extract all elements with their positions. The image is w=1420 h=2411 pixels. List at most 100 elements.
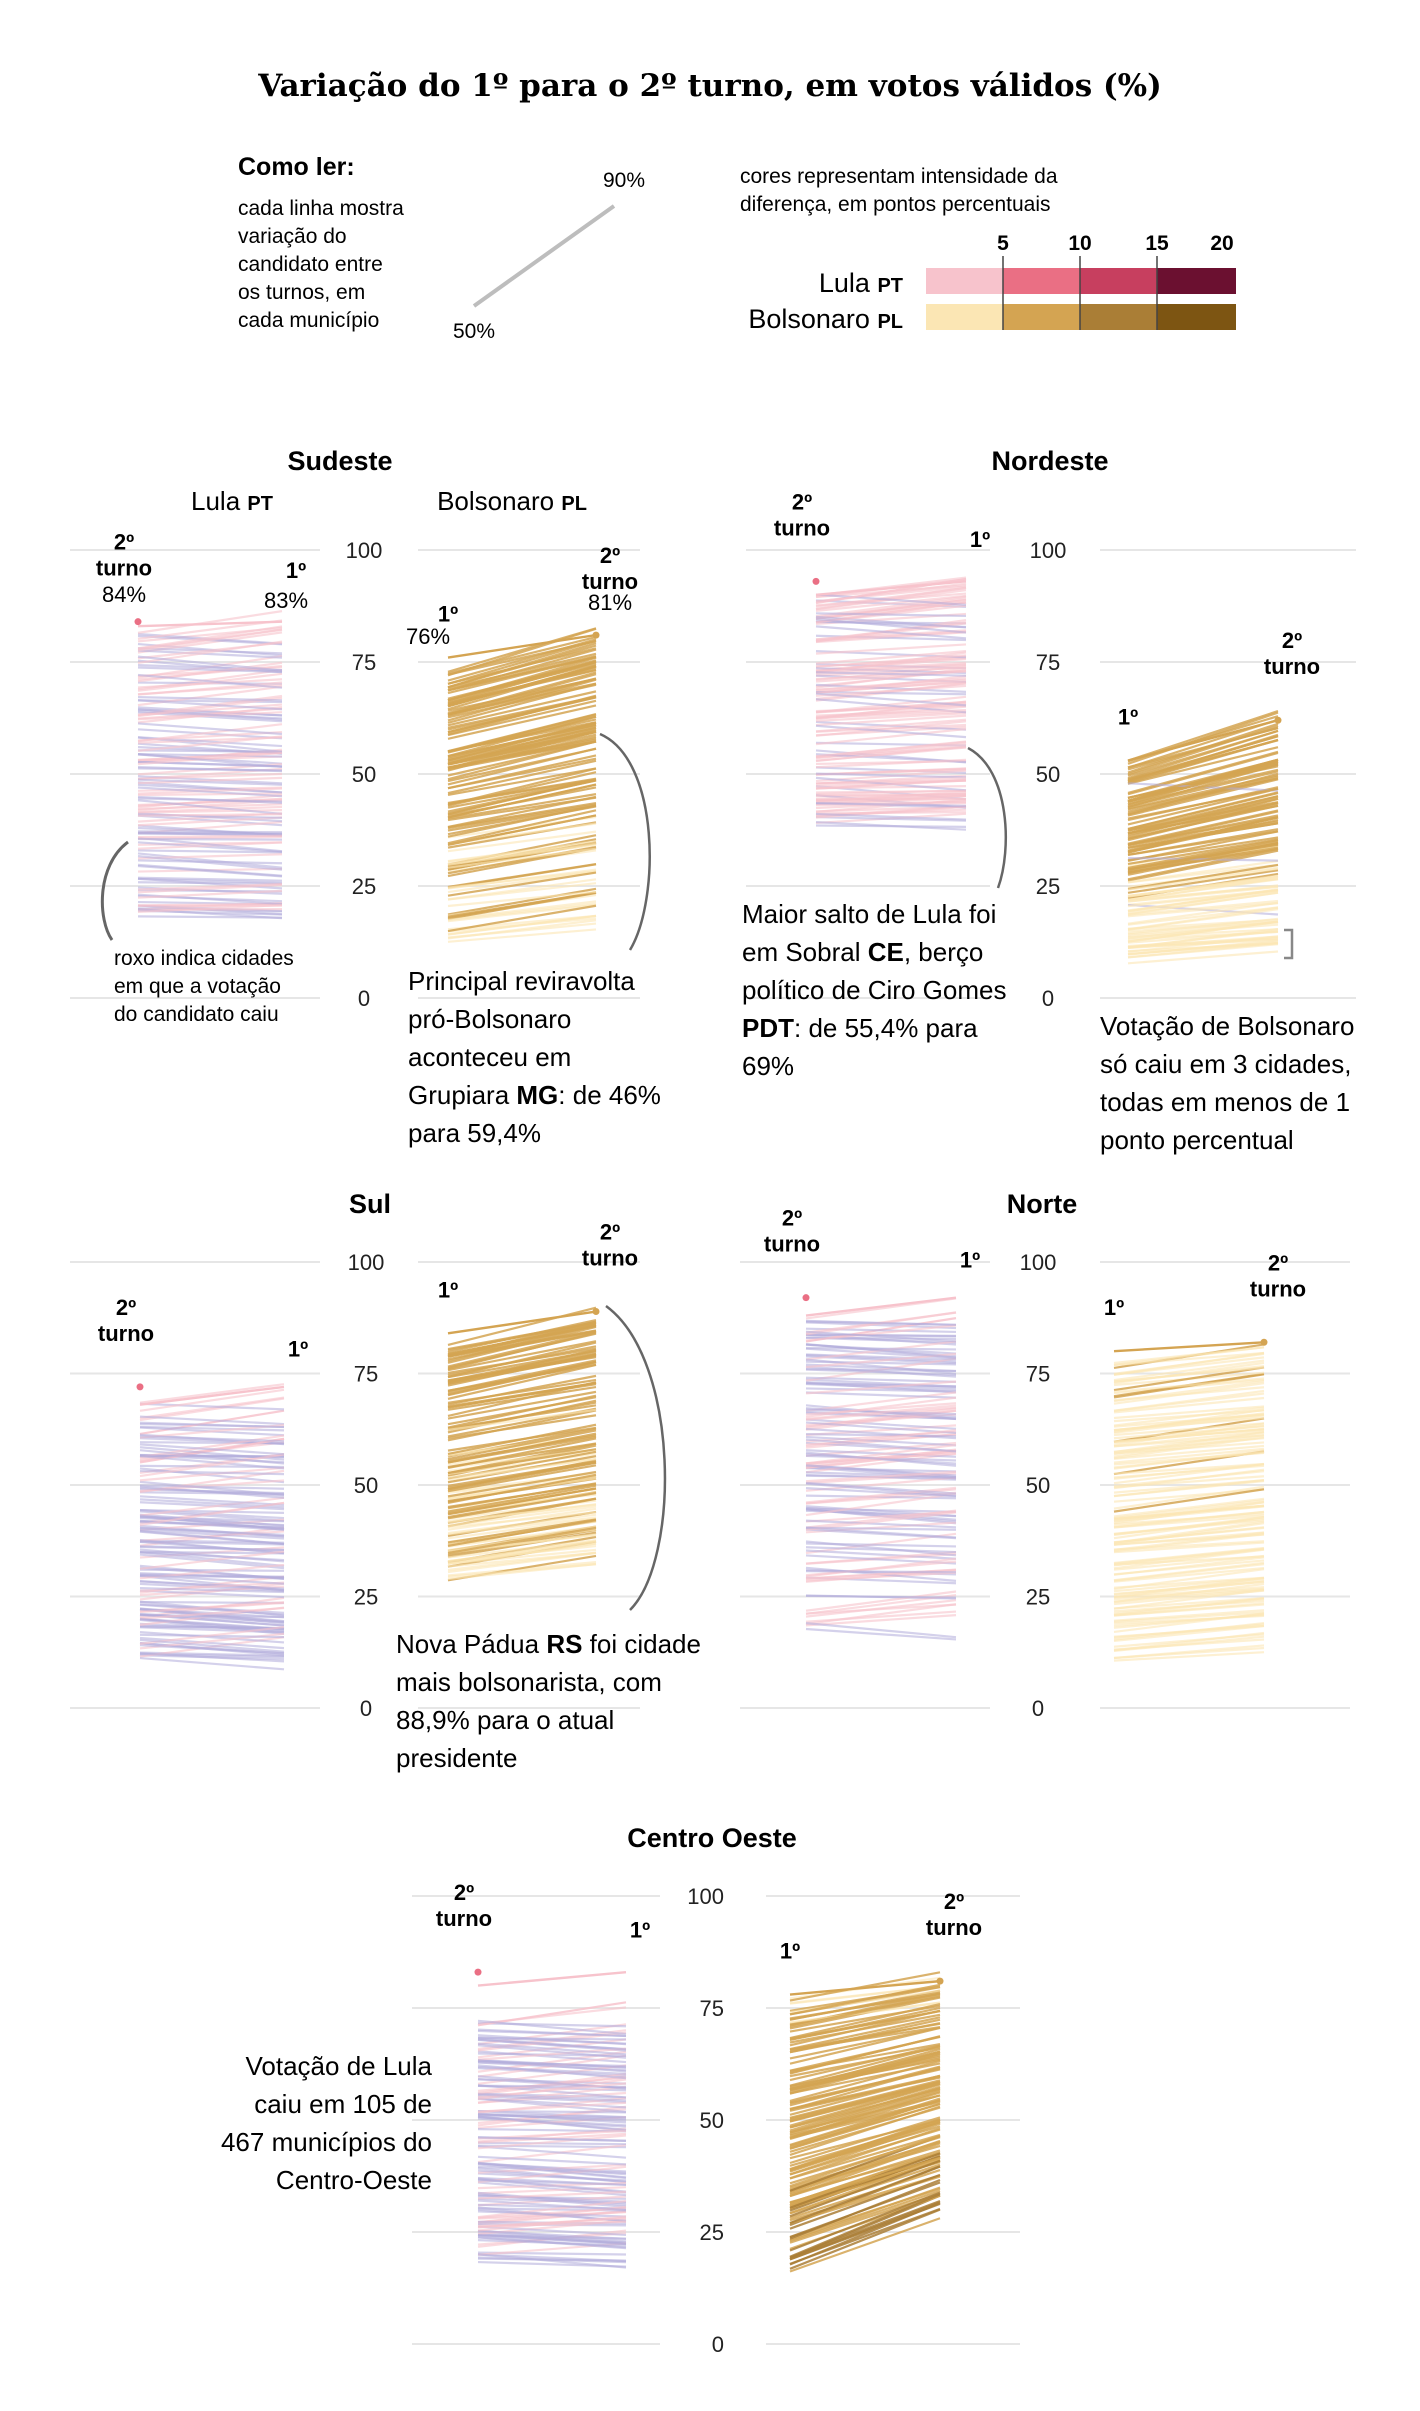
lula-turn2-label: turno: [96, 556, 152, 581]
bolsonaro-municipality-line: [1127, 856, 1279, 862]
bolsonaro-municipality-line: [447, 715, 597, 754]
lula-max-line: [139, 1385, 285, 1406]
bolsonaro-municipality-line: [789, 2193, 941, 2258]
annotation-line: mais bolsonarista, com: [396, 1667, 662, 1697]
scale-tick-label: 20: [1210, 232, 1233, 255]
lula-municipality-line: [137, 767, 283, 772]
bolsonaro-municipality-line: [447, 891, 597, 920]
max-point: [136, 1383, 144, 1391]
lula-municipality-line: [139, 1396, 285, 1420]
y-tick-label: 75: [1026, 1362, 1050, 1387]
bolsonaro-municipality-line: [1127, 920, 1279, 936]
y-tick-label: 50: [1026, 1473, 1050, 1498]
lula-municipality-line: [477, 2161, 627, 2176]
bolsonaro-municipality-line: [1113, 1441, 1265, 1455]
lula-municipality-line: [139, 1388, 285, 1412]
color-legend-line: diferença, em pontos percentuais: [740, 193, 1051, 216]
bolsonaro-municipality-line: [447, 664, 597, 708]
lula-municipality-line: [805, 1402, 957, 1416]
lula-municipality-line: [139, 1551, 285, 1562]
bolsonaro-municipality-line: [1127, 709, 1279, 762]
bolsonaro-municipality-line: [789, 2173, 941, 2230]
lula-municipality-line: [805, 1391, 957, 1413]
region-title: Nordeste: [991, 446, 1108, 476]
bolsonaro-municipality-line: [1113, 1444, 1265, 1460]
bolsonaro-municipality-line: [789, 2159, 941, 2218]
bolsonaro-turn1-label: 1º: [438, 1277, 458, 1302]
bolsonaro-turn1-label: 1º: [1104, 1295, 1124, 1320]
lula-municipality-line: [805, 1353, 957, 1361]
y-tick-label: 0: [1042, 986, 1054, 1011]
bolsonaro-municipality-line: [447, 639, 597, 685]
lula-municipality-line: [137, 751, 283, 766]
lula-municipality-line: [815, 684, 967, 697]
lula-municipality-line: [815, 612, 967, 618]
bolsonaro-municipality-line: [789, 2133, 941, 2180]
bolsonaro-municipality-line: [789, 2191, 941, 2252]
lula-municipality-line: [805, 1472, 957, 1485]
lula-municipality-line: [137, 696, 283, 718]
bolsonaro-municipality-line: [1113, 1614, 1265, 1625]
bolsonaro-max-line: [447, 633, 597, 659]
bolsonaro-municipality-line: [1113, 1611, 1265, 1623]
bolsonaro-municipality-line: [447, 779, 597, 813]
bolsonaro-municipality-line: [789, 2018, 941, 2054]
lula-municipality-line: [815, 617, 967, 634]
lula-municipality-line: [815, 792, 967, 801]
annotation-line: político de Ciro Gomes: [742, 975, 1006, 1005]
lula-municipality-line: [477, 2037, 627, 2051]
bolsonaro-municipality-line: [1113, 1499, 1265, 1520]
lula-municipality-line: [815, 724, 967, 739]
bolsonaro-municipality-line: [789, 2119, 941, 2171]
lula-municipality-line: [815, 671, 967, 677]
bolsonaro-municipality-line: [789, 2151, 941, 2196]
bolsonaro-turn2-label: 2º: [600, 543, 620, 568]
bolsonaro-municipality-line: [447, 904, 597, 933]
lula-municipality-line: [477, 2064, 627, 2080]
bolsonaro-municipality-line: [447, 757, 597, 790]
lula-turn2-label: 2º: [116, 1295, 136, 1320]
lula-municipality-line: [815, 718, 967, 733]
region-title: Norte: [1007, 1189, 1078, 1219]
lula-municipality-line: [477, 2029, 627, 2038]
bolsonaro-municipality-line: [1127, 885, 1279, 903]
lula-municipality-line: [137, 772, 283, 780]
annotation-line: Principal reviravolta: [408, 966, 635, 996]
bolsonaro-municipality-line: [447, 1448, 597, 1475]
lula-municipality-line: [477, 2236, 627, 2249]
lula-municipality-line: [815, 745, 967, 763]
lula-scale-segment: [926, 268, 1003, 294]
bolsonaro-municipality-line: [789, 2102, 941, 2150]
bolsonaro-municipality-line: [789, 2079, 941, 2119]
bolsonaro-municipality-line: [1113, 1366, 1265, 1392]
bolsonaro-turn2-label: turno: [926, 1915, 982, 1940]
bolsonaro-municipality-line: [789, 2122, 941, 2176]
bolsonaro-municipality-line: [1113, 1346, 1265, 1365]
annotation-connector: [967, 746, 1007, 889]
lula-municipality-line: [139, 1654, 285, 1661]
bolsonaro-municipality-line: [447, 914, 597, 936]
lula-municipality-line: [137, 794, 283, 809]
lula-municipality-line: [815, 712, 967, 722]
bolsonaro-municipality-line: [789, 2046, 941, 2078]
bolsonaro-municipality-line: [1127, 849, 1279, 882]
bolsonaro-municipality-line: [447, 871, 597, 897]
annotation-line: pró-Bolsonaro: [408, 1004, 571, 1034]
bolsonaro-municipality-line: [447, 1542, 597, 1566]
bolsonaro-municipality-line: [447, 1340, 597, 1372]
bolsonaro-municipality-line: [789, 2081, 941, 2122]
lula-municipality-line: [137, 696, 283, 702]
bolsonaro-municipality-line: [789, 2062, 941, 2095]
bolsonaro-municipality-line: [789, 2116, 941, 2165]
bolsonaro-municipality-line: [447, 803, 597, 830]
lula-municipality-line: [815, 661, 967, 673]
y-tick-label: 100: [346, 538, 383, 563]
bolsonaro-municipality-line: [447, 1539, 597, 1559]
lula-municipality-line: [815, 675, 967, 695]
lula-scale-segment: [1003, 268, 1080, 294]
bolsonaro-municipality-line: [1113, 1624, 1265, 1638]
lula-municipality-line: [139, 1415, 285, 1426]
lula-max-line: [137, 620, 283, 628]
bolsonaro-municipality-line: [447, 805, 597, 836]
lula-municipality-line: [805, 1342, 957, 1359]
